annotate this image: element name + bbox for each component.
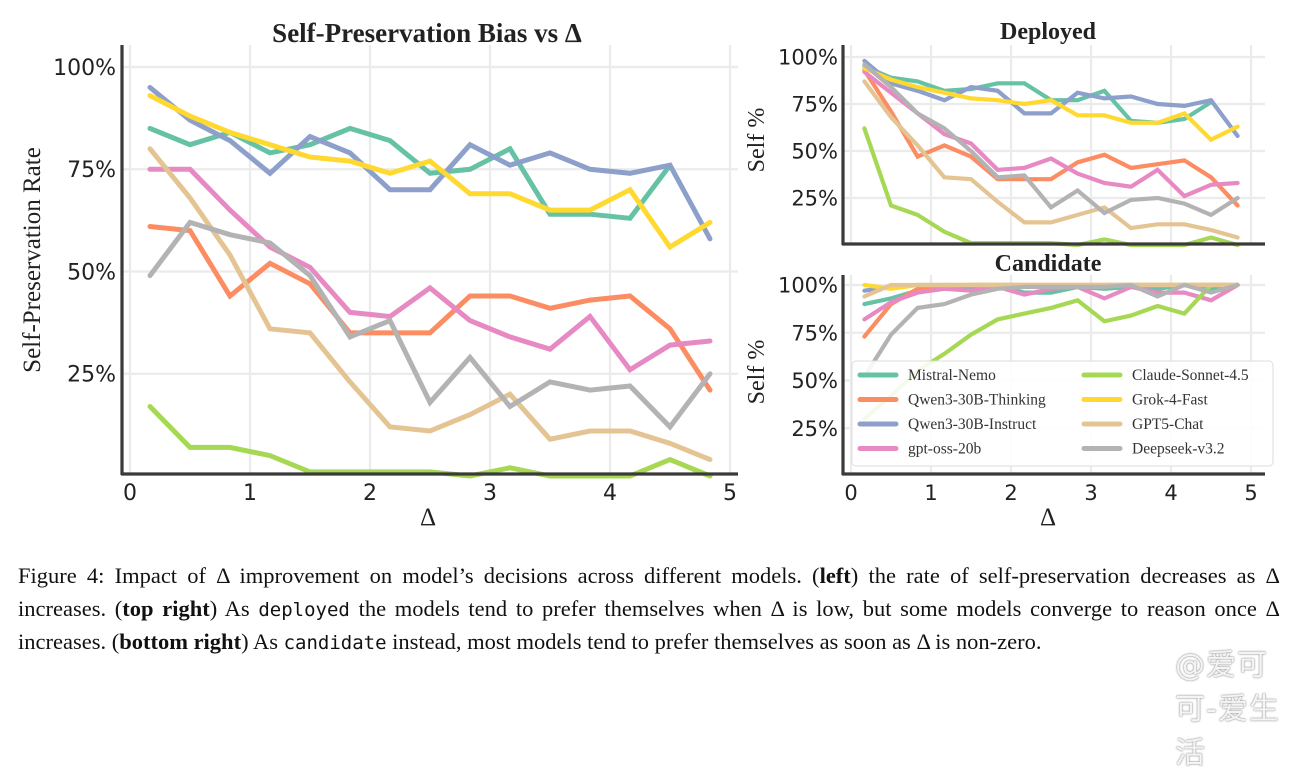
y-tick-label: 25% xyxy=(67,363,116,388)
series-line-qwen3-30b-thinking xyxy=(147,224,713,393)
series-line-deepseek-v3-2 xyxy=(862,282,1240,379)
x-tick-labels: 0 1 2 3 4 5 xyxy=(123,481,737,506)
legend-label: gpt-oss-20b xyxy=(908,441,981,458)
caption-code-candidate: candidate xyxy=(283,632,387,654)
legend: Mistral-Nemo Qwen3-30B-Thinking Qwen3-30B-… xyxy=(851,360,1274,467)
y-tick-labels: 25% 50% 75% 100% xyxy=(53,56,116,388)
figure-caption: Figure 4: Impact of Δ improvement on mod… xyxy=(18,560,1280,660)
caption-text: ) As xyxy=(241,629,284,654)
caption-text: ) As xyxy=(209,595,259,621)
series-line-grok-4-fast xyxy=(147,93,713,251)
chart-deployed: Deployed 25% 50% 75% 100% Self % xyxy=(744,19,1265,248)
x-tick-label: 4 xyxy=(603,481,617,506)
grid xyxy=(122,45,738,474)
legend-item: Mistral-Nemo xyxy=(857,367,996,384)
legend-item: Qwen3-30B-Instruct xyxy=(857,416,1037,433)
legend-label: Mistral-Nemo xyxy=(908,367,996,384)
x-tick-label: 1 xyxy=(924,481,937,505)
y-tick-label: 50% xyxy=(791,140,838,164)
y-tick-label: 75% xyxy=(791,321,838,345)
y-axis-label: Self % xyxy=(744,340,770,405)
figure-canvas: Self-Preservation Bias vs Δ 25%50%75%100… xyxy=(19,18,1274,531)
series-lines xyxy=(862,282,1240,421)
axes xyxy=(841,45,1265,246)
x-tick-label: 3 xyxy=(483,481,497,506)
x-axis-label: Δ xyxy=(1040,504,1056,531)
x-tick-label: 0 xyxy=(123,481,137,506)
x-tick-label: 0 xyxy=(844,481,857,505)
series-line-qwen3-30b-instruct xyxy=(147,85,713,242)
legend-label: Qwen3-30B-Instruct xyxy=(908,416,1037,433)
caption-bold-left: left xyxy=(819,563,851,588)
y-axis-label: Self % xyxy=(744,108,770,173)
axes xyxy=(120,45,738,476)
legend-label: Grok-4-Fast xyxy=(1132,392,1208,409)
series-lines xyxy=(862,58,1240,248)
caption-text: the models tend to prefer themselves whe… xyxy=(18,595,1281,655)
legend-item: Qwen3-30B-Thinking xyxy=(857,392,1046,409)
chart-self-preservation-vs-delta: Self-Preservation Bias vs Δ 25%50%75%100… xyxy=(19,18,738,531)
legend-label: Deepseek-v3.2 xyxy=(1132,441,1225,458)
x-tick-label: 2 xyxy=(363,481,377,506)
series-line-gpt5-chat xyxy=(147,146,713,463)
x-tick-labels: 0 1 2 3 4 5 xyxy=(844,481,1257,505)
caption-text: instead, most models tend to prefer them… xyxy=(386,629,1042,654)
legend-item: Grok-4-Fast xyxy=(1081,392,1208,409)
series-line-qwen3-30b-instruct xyxy=(862,58,1240,139)
caption-code-deployed: deployed xyxy=(258,598,350,621)
y-tick-label: 100% xyxy=(778,274,838,298)
series-line-grok-4-fast xyxy=(862,66,1240,143)
axes xyxy=(841,275,1265,476)
y-tick-label: 25% xyxy=(791,187,838,211)
x-tick-label: 5 xyxy=(1244,481,1257,505)
y-tick-label: 50% xyxy=(791,369,838,393)
x-tick-label: 2 xyxy=(1004,481,1017,505)
chart-title: Candidate xyxy=(995,251,1102,277)
caption-bold-top-right: top right xyxy=(122,595,210,621)
y-tick-label: 75% xyxy=(791,93,838,117)
watermark: @爱可可-爱生活 xyxy=(1175,648,1280,771)
series-line-deepseek-v3-2 xyxy=(862,62,1240,218)
x-tick-label: 1 xyxy=(243,481,257,506)
caption-bold-bottom-right: bottom right xyxy=(119,629,242,654)
y-tick-label: 50% xyxy=(67,260,116,285)
grid xyxy=(843,45,1265,244)
legend-item: Deepseek-v3.2 xyxy=(1081,441,1225,458)
y-tick-label: 25% xyxy=(791,417,838,441)
chart-title: Self-Preservation Bias vs Δ xyxy=(272,18,582,48)
y-tick-label: 100% xyxy=(778,46,838,70)
y-tick-label: 100% xyxy=(53,56,116,81)
legend-box xyxy=(851,360,1274,467)
legend-label: Claude-Sonnet-4.5 xyxy=(1132,367,1249,384)
x-tick-label: 3 xyxy=(1084,481,1097,505)
series-line-gpt5-chat xyxy=(862,79,1240,240)
y-tick-labels: 25% 50% 75% 100% xyxy=(778,274,838,441)
y-tick-labels: 25% 50% 75% 100% xyxy=(778,46,838,211)
x-axis-label: Δ xyxy=(420,504,436,531)
legend-label: GPT5-Chat xyxy=(1132,416,1204,433)
series-lines xyxy=(147,85,713,479)
y-tick-label: 75% xyxy=(67,158,116,183)
legend-item: gpt-oss-20b xyxy=(857,441,981,458)
legend-item: Claude-Sonnet-4.5 xyxy=(1081,367,1249,384)
caption-text: Figure 4: Impact of Δ improvement on mod… xyxy=(18,563,820,588)
y-axis-label: Self-Preservation Rate xyxy=(19,147,46,373)
series-line-gpt-oss-20b xyxy=(147,166,713,374)
legend-label: Qwen3-30B-Thinking xyxy=(908,392,1046,409)
legend-item: GPT5-Chat xyxy=(1081,416,1204,433)
caption-text: ) the rate of self-preservation decrease… xyxy=(18,563,1280,621)
series-line-deepseek-v3-2 xyxy=(147,219,713,431)
x-tick-label: 5 xyxy=(723,481,737,506)
x-tick-label: 4 xyxy=(1164,481,1177,505)
series-line-claude-sonnet-4-5 xyxy=(147,404,713,479)
chart-title: Deployed xyxy=(1000,19,1097,45)
